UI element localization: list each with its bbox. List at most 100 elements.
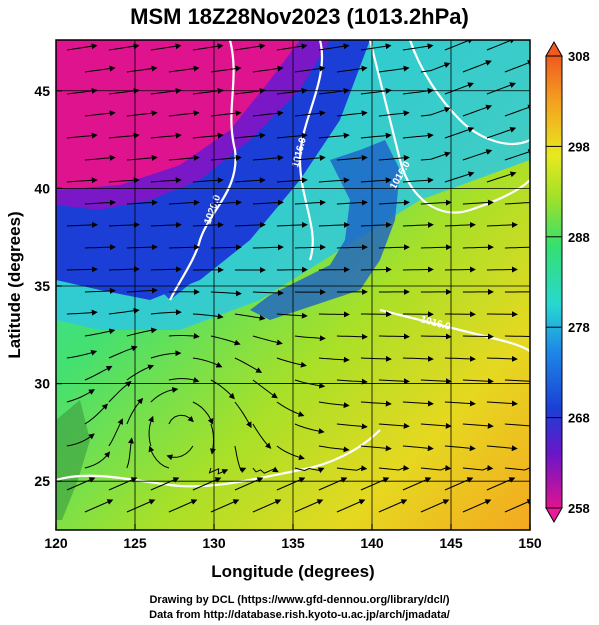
streamline (294, 154, 326, 161)
y-axis-title: Latitude (degrees) (5, 211, 24, 358)
streamline (462, 60, 492, 73)
streamline (402, 221, 434, 228)
streamline (66, 43, 98, 51)
streamline (276, 477, 306, 491)
streamline (504, 149, 530, 161)
streamline (378, 110, 410, 117)
streamline (444, 477, 474, 491)
streamline (402, 445, 434, 452)
streamline (294, 423, 325, 435)
streamline (66, 309, 98, 316)
streamline (210, 379, 235, 400)
streamline (192, 313, 224, 320)
streamline (336, 333, 368, 340)
streamline (444, 445, 476, 452)
streamline (318, 266, 350, 273)
y-tick-label: 30 (34, 376, 50, 392)
streamline (276, 445, 305, 461)
streamline (276, 132, 308, 139)
streamline (318, 132, 350, 139)
streamline (360, 177, 392, 184)
x-tick-label: 125 (123, 535, 147, 551)
credit-drawing: Drawing by DCL (https://www.gfd-dennou.o… (149, 594, 450, 606)
streamline (192, 401, 214, 425)
x-tick-label: 140 (360, 535, 384, 551)
y-tick-label: 35 (34, 278, 50, 294)
streamline (462, 378, 494, 385)
streamline (462, 104, 493, 117)
streamline (294, 199, 326, 206)
colorbar-tick-label: 278 (568, 320, 590, 335)
streamline (150, 309, 182, 316)
streamline (504, 104, 530, 117)
streamline (210, 199, 242, 206)
streamline (84, 328, 116, 337)
streamline (66, 349, 98, 359)
streamline (126, 65, 158, 73)
streamline (444, 355, 476, 362)
streamline (126, 154, 158, 161)
streamline (252, 466, 279, 474)
streamline (209, 423, 216, 455)
streamline (420, 244, 452, 251)
streamline (168, 244, 200, 251)
streamline (126, 397, 144, 425)
streamline (252, 499, 282, 513)
x-tick-label: 120 (44, 535, 68, 551)
streamline (126, 244, 158, 251)
streamline (360, 400, 392, 407)
streamline (336, 154, 368, 161)
streamline (84, 287, 116, 294)
colorbar-gradient (545, 55, 563, 509)
streamline (108, 43, 140, 51)
streamline (168, 65, 200, 73)
streamline (444, 221, 476, 228)
streamline (336, 499, 366, 513)
wind-streamlines (66, 40, 530, 513)
y-tick-label: 45 (34, 83, 50, 99)
china-coast (56, 400, 90, 520)
streamline (168, 414, 194, 425)
streamline (486, 400, 518, 407)
streamline (360, 477, 390, 491)
isobar-line (56, 429, 381, 488)
streamline (420, 62, 451, 73)
streamline (420, 465, 452, 471)
colorbar-tick-label: 288 (568, 230, 590, 245)
streamline (294, 65, 326, 73)
streamline (318, 177, 350, 184)
streamline (462, 422, 494, 429)
streamline (402, 400, 434, 407)
streamline (234, 132, 266, 139)
streamline (84, 65, 116, 73)
x-tick-label: 150 (518, 535, 542, 551)
streamline (66, 177, 98, 184)
x-tick-label: 130 (202, 535, 226, 551)
streamline (234, 445, 247, 474)
streamline (486, 82, 516, 95)
streamline (192, 221, 224, 228)
streamline (252, 154, 284, 161)
streamline (276, 357, 307, 368)
streamline (402, 43, 434, 51)
streamline (336, 110, 368, 117)
streamline (148, 445, 170, 469)
streamline (108, 132, 140, 139)
colorbar-tick-label: 298 (568, 139, 590, 154)
streamline (360, 266, 392, 273)
streamline (294, 335, 326, 342)
streamline (208, 467, 229, 475)
streamline (486, 445, 518, 452)
streamline (150, 477, 180, 491)
streamline (168, 110, 200, 117)
streamline (150, 177, 182, 184)
streamline (84, 244, 116, 251)
streamline (444, 82, 474, 95)
streamline (168, 499, 198, 513)
streamline (360, 355, 392, 362)
colorbar-max-triangle (545, 40, 563, 57)
streamline (378, 65, 410, 73)
x-tick-label: 135 (281, 535, 305, 551)
streamline (108, 221, 140, 228)
streamline (318, 401, 350, 409)
